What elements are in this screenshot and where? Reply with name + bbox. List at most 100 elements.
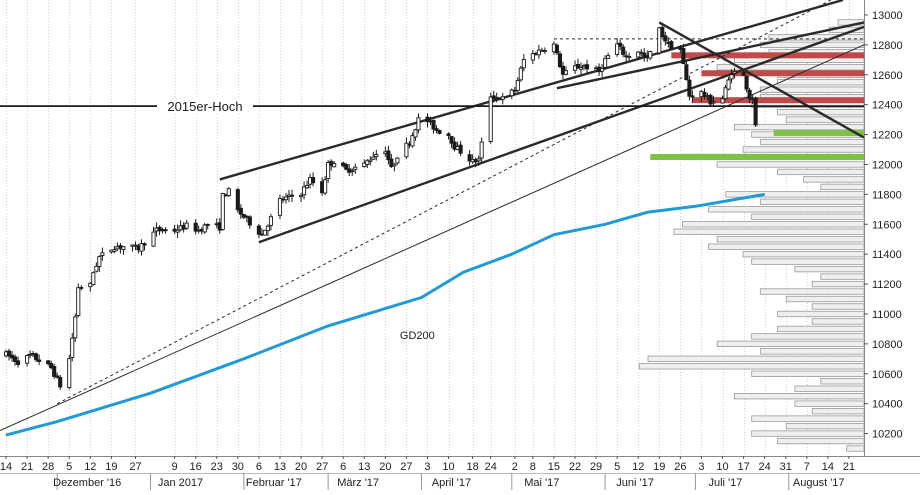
candle	[584, 59, 590, 74]
candle-body	[744, 75, 749, 90]
x-tick-label: 12	[632, 461, 644, 473]
candle	[262, 229, 267, 236]
candle	[247, 215, 252, 229]
candle	[515, 77, 520, 93]
candle	[326, 160, 331, 183]
x-tick-label: 5	[66, 461, 72, 473]
candle-body	[305, 185, 310, 189]
trendline-dashed	[56, 0, 832, 405]
candle	[13, 354, 18, 366]
candle-body	[16, 360, 21, 365]
volume-profile-bar	[734, 393, 865, 400]
y-axis-background	[864, 0, 920, 456]
trendline-thick	[219, 0, 844, 181]
month-label: Juni '17	[616, 477, 654, 489]
candle-body	[52, 366, 57, 377]
candle-body	[500, 96, 505, 100]
y-tick-label: 10400	[872, 399, 903, 411]
x-tick-label: 30	[232, 461, 244, 473]
volume-profile-bar	[794, 385, 865, 392]
candle	[521, 53, 526, 72]
candle-body	[494, 96, 499, 99]
candle-body	[91, 272, 96, 286]
candle	[476, 155, 481, 166]
x-tick-label: 12	[84, 461, 96, 473]
candle-body	[603, 58, 608, 68]
candle-body	[151, 231, 156, 247]
y-tick-label: 12600	[872, 70, 903, 82]
candle	[151, 226, 156, 247]
candle	[509, 88, 514, 100]
volume-profile-bar	[759, 138, 865, 146]
candle-body	[753, 97, 758, 126]
candle-body	[554, 44, 559, 54]
candle-body	[202, 224, 207, 233]
candle-body	[708, 94, 713, 105]
candle	[410, 132, 415, 148]
candle-body	[702, 91, 707, 98]
candle-body	[618, 42, 623, 47]
candle-body	[542, 50, 547, 52]
x-tick-label: 19	[653, 461, 665, 473]
candle	[389, 153, 394, 169]
candle-body	[344, 164, 349, 170]
candle	[681, 43, 686, 65]
volume-profile-bar	[846, 445, 865, 452]
gd200-series	[5, 192, 765, 437]
candle-body	[660, 26, 665, 38]
candle	[184, 219, 189, 230]
candle	[157, 225, 162, 236]
candle-body	[521, 59, 526, 69]
candle	[431, 119, 436, 134]
candle	[606, 52, 611, 60]
candle	[723, 84, 728, 101]
candle	[193, 219, 198, 235]
volume-profile-bar	[777, 310, 865, 318]
candle-body	[515, 79, 520, 91]
x-tick-label: 3	[424, 461, 430, 473]
volume-profile-bar	[759, 288, 865, 295]
candle	[578, 62, 584, 75]
candle-body	[395, 157, 400, 164]
candle	[332, 160, 337, 168]
candle	[708, 93, 713, 106]
volume-profile-bar	[777, 79, 865, 86]
candle-body	[669, 41, 674, 49]
x-tick-label: 24	[485, 461, 497, 473]
x-tick-label: 18	[467, 461, 479, 473]
volume-profile-bar	[751, 370, 865, 377]
candle-body	[220, 193, 225, 230]
candle	[557, 51, 562, 69]
volume-profile-bar	[716, 236, 865, 243]
resistance-zone	[692, 97, 864, 104]
candle	[404, 137, 409, 159]
candle-body	[175, 229, 180, 233]
volume-profile-bar	[777, 437, 865, 445]
candle	[277, 194, 283, 219]
candle-body	[413, 129, 418, 138]
candle	[16, 356, 21, 368]
month-label: Mai '17	[524, 477, 559, 489]
candle	[615, 38, 620, 57]
y-tick-label: 10800	[872, 339, 903, 351]
x-tick-label: 13	[358, 461, 370, 473]
candle-body	[458, 144, 463, 154]
candle-body	[437, 130, 442, 134]
x-tick-label: 15	[548, 461, 560, 473]
candle	[79, 285, 84, 291]
x-tick-label: 17	[737, 461, 749, 473]
candle-body	[557, 53, 562, 68]
y-tick-label: 12400	[872, 100, 903, 112]
candle	[753, 96, 758, 127]
candle	[720, 95, 725, 104]
candle-body	[621, 46, 626, 55]
y-tick-label: 10200	[872, 429, 903, 441]
candle-body	[681, 48, 686, 64]
candle	[687, 75, 692, 101]
candle-body	[723, 87, 728, 100]
candle-body	[265, 225, 270, 232]
volume-profile-bar	[751, 333, 865, 340]
candle	[575, 58, 581, 69]
candle	[142, 242, 147, 251]
